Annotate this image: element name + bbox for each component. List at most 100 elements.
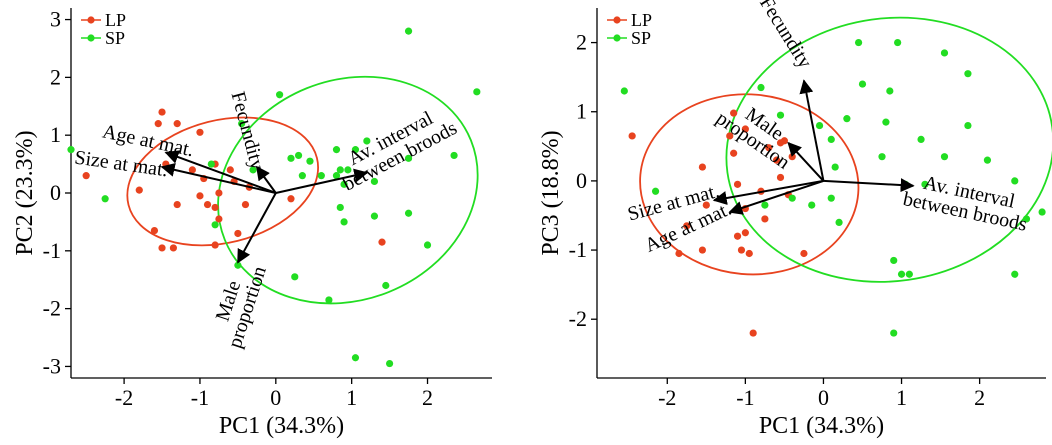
- point-sp: [404, 27, 413, 35]
- point-lp: [173, 200, 181, 209]
- point-lp: [628, 132, 636, 140]
- point-sp: [211, 221, 219, 229]
- point-lp: [241, 200, 250, 209]
- point-lp: [800, 249, 808, 258]
- legend-marker-sp: [613, 34, 621, 42]
- point-lp: [226, 166, 234, 174]
- legend-marker-sp: [87, 34, 95, 42]
- point-sp: [854, 38, 863, 47]
- point-sp: [276, 91, 284, 99]
- point-sp: [921, 180, 929, 188]
- point-sp: [336, 166, 344, 174]
- point-lp: [211, 203, 219, 212]
- y-tick-label: 3: [50, 7, 61, 32]
- point-sp: [917, 135, 925, 144]
- x-tick-label: -2: [658, 385, 676, 410]
- y-tick-label: 0: [50, 180, 61, 205]
- loading-arrow: [728, 179, 824, 215]
- point-lp: [211, 241, 219, 249]
- point-lp: [761, 215, 769, 223]
- point-sp: [843, 115, 851, 123]
- point-lp: [733, 232, 742, 240]
- point-sp: [835, 218, 843, 226]
- y-axis-label: PC2 (23.3%): [12, 130, 38, 255]
- point-sp: [317, 172, 325, 180]
- point-lp: [158, 108, 166, 116]
- point-lp: [196, 192, 204, 200]
- loading-label: Av. intervalbetween broods: [901, 168, 1033, 235]
- point-lp: [765, 144, 773, 152]
- legend-label-sp: SP: [631, 28, 651, 48]
- point-sp: [287, 154, 295, 162]
- x-tick-label: 0: [270, 385, 281, 410]
- y-tick-label: 1: [50, 122, 61, 147]
- point-lp: [158, 244, 166, 252]
- point-sp: [890, 256, 898, 265]
- loading-label: Maleproportion: [205, 257, 271, 350]
- y-axis-label: PC3 (18.8%): [538, 130, 564, 255]
- point-sp: [831, 163, 839, 171]
- point-sp: [983, 156, 992, 164]
- point-sp: [363, 137, 371, 145]
- point-lp: [776, 139, 785, 147]
- point-lp: [737, 246, 746, 254]
- point-lp: [733, 180, 742, 188]
- point-lp: [773, 156, 781, 164]
- loading-arrow: [275, 168, 369, 194]
- x-tick-label: 2: [974, 385, 985, 410]
- point-sp: [788, 194, 796, 202]
- point-sp: [964, 70, 972, 78]
- point-sp: [450, 151, 458, 160]
- point-sp: [344, 166, 352, 174]
- point-sp: [336, 203, 344, 212]
- point-sp: [325, 296, 333, 304]
- y-tick-label: 0: [576, 168, 587, 193]
- loading-label-line: Fecundity: [755, 0, 816, 72]
- point-sp: [351, 146, 360, 154]
- point-lp: [135, 186, 143, 194]
- x-tick-label: 1: [346, 385, 357, 410]
- panel-pc1-pc2: -2 -1 0 1 2 -3 -2 -1 0 1 2 3 PC1 (34.3%) PC2 (23.3%) F…: [12, 7, 492, 439]
- x-axis-label: PC1 (34.3%): [759, 413, 884, 439]
- point-sp: [1011, 270, 1019, 278]
- legend-marker-lp: [87, 16, 95, 24]
- point-sp: [67, 146, 75, 154]
- x-tick-label: 2: [422, 385, 433, 410]
- loading-label: Av. intervalbetween broods: [330, 99, 461, 195]
- loading-label-line: Fecundity: [226, 89, 268, 172]
- point-sp: [423, 241, 432, 249]
- point-lp: [82, 172, 90, 180]
- point-sp: [370, 177, 379, 186]
- point-sp: [905, 270, 913, 278]
- x-tick-label: 1: [896, 385, 907, 410]
- point-lp: [741, 229, 749, 237]
- point-lp: [702, 201, 710, 209]
- y-tick-label: 2: [576, 30, 587, 55]
- point-sp: [1011, 177, 1019, 185]
- ellipse-lp: [126, 116, 319, 247]
- point-sp: [404, 209, 413, 217]
- point-lp: [215, 215, 223, 223]
- point-sp: [332, 146, 341, 154]
- point-sp: [940, 153, 949, 161]
- x-tick-label: -1: [736, 385, 754, 410]
- legend-label-lp: LP: [105, 10, 126, 30]
- point-sp: [776, 111, 785, 119]
- point-lp: [675, 249, 683, 258]
- point-lp: [698, 163, 707, 171]
- point-sp: [858, 80, 867, 88]
- point-lp: [683, 222, 691, 230]
- point-lp: [776, 173, 785, 182]
- loading-arrow: [787, 141, 825, 182]
- point-lp: [730, 149, 738, 157]
- point-sp: [827, 135, 835, 144]
- ellipse-sp: [725, 16, 1052, 283]
- point-lp: [730, 109, 738, 117]
- x-tick-label: -2: [115, 385, 133, 410]
- loading-arrow: [712, 179, 824, 205]
- point-sp: [294, 151, 303, 160]
- loading-arrow: [256, 165, 277, 194]
- loading-label: Fecundity: [226, 89, 268, 172]
- loading-label: Fecundity: [755, 0, 816, 72]
- point-sp: [291, 273, 299, 281]
